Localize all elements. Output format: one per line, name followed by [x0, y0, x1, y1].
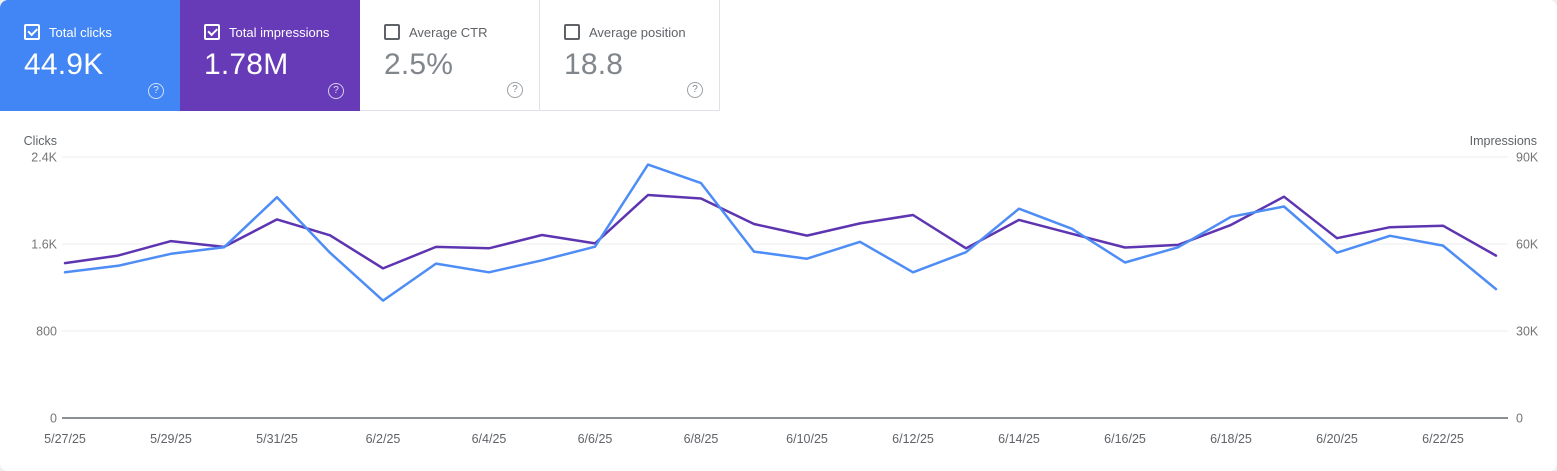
checkbox-icon[interactable]	[564, 24, 580, 40]
card-value: 18.8	[564, 48, 624, 81]
x-axis-date-label: 6/12/25	[892, 432, 934, 446]
help-icon[interactable]: ?	[328, 83, 344, 99]
right-axis-title: Impressions	[1470, 134, 1537, 148]
right-axis-tick-label: 60K	[1516, 238, 1539, 252]
card-label-row: Average CTR	[384, 24, 539, 40]
x-axis-date-label: 6/22/25	[1422, 432, 1464, 446]
x-axis-date-label: 6/14/25	[998, 432, 1040, 446]
x-axis-date-label: 6/18/25	[1210, 432, 1252, 446]
metric-cards-row: Total clicks 44.9K ? Total impressions 1…	[0, 0, 720, 111]
metric-card-total-impressions[interactable]: Total impressions 1.78M ?	[180, 0, 360, 111]
card-label: Average position	[589, 24, 686, 40]
x-axis-date-label: 5/31/25	[256, 432, 298, 446]
metric-card-average-ctr[interactable]: Average CTR 2.5% ?	[360, 0, 540, 111]
card-value: 1.78M	[204, 48, 289, 81]
left-axis-tick-label: 1.6K	[31, 238, 57, 252]
left-axis-tick-label: 800	[36, 325, 57, 339]
right-axis-tick-label: 0	[1516, 412, 1523, 426]
chart-canvas[interactable]: Clicks Impressions 2.4K 1.6K 800 0 90K 60K 30K…	[0, 111, 1557, 471]
card-value: 44.9K	[24, 48, 104, 81]
x-axis-date-label: 5/29/25	[150, 432, 192, 446]
x-axis-date-label: 6/8/25	[684, 432, 719, 446]
x-axis-date-label: 6/4/25	[472, 432, 507, 446]
card-label-row: Total impressions	[204, 24, 360, 40]
left-axis-tick-label: 2.4K	[31, 151, 57, 165]
x-axis-date-label: 6/6/25	[578, 432, 613, 446]
help-icon[interactable]: ?	[687, 82, 703, 98]
metric-card-total-clicks[interactable]: Total clicks 44.9K ?	[0, 0, 180, 111]
help-icon[interactable]: ?	[148, 83, 164, 99]
help-icon[interactable]: ?	[507, 82, 523, 98]
left-axis-tick-label: 0	[50, 412, 57, 426]
checkbox-icon[interactable]	[384, 24, 400, 40]
card-label-row: Total clicks	[24, 24, 180, 40]
card-label: Total impressions	[229, 24, 330, 40]
card-label: Average CTR	[409, 24, 488, 40]
x-axis-date-label: 6/16/25	[1104, 432, 1146, 446]
checkbox-icon[interactable]	[24, 24, 40, 40]
right-axis-tick-label: 90K	[1516, 151, 1539, 165]
left-axis-title: Clicks	[24, 134, 57, 148]
x-axis-date-label: 6/2/25	[366, 432, 401, 446]
x-axis-date-label: 6/10/25	[786, 432, 828, 446]
x-axis-date-label: 5/27/25	[44, 432, 86, 446]
right-axis-tick-label: 30K	[1516, 325, 1539, 339]
card-value: 2.5%	[384, 48, 454, 81]
performance-chart[interactable]: Clicks Impressions 2.4K 1.6K 800 0 90K 60K 30K…	[0, 111, 1557, 471]
checkbox-icon[interactable]	[204, 24, 220, 40]
card-label: Total clicks	[49, 24, 112, 40]
x-axis-date-label: 6/20/25	[1316, 432, 1358, 446]
clicks-line	[63, 163, 1498, 302]
metric-card-average-position[interactable]: Average position 18.8 ?	[540, 0, 720, 111]
card-label-row: Average position	[564, 24, 719, 40]
